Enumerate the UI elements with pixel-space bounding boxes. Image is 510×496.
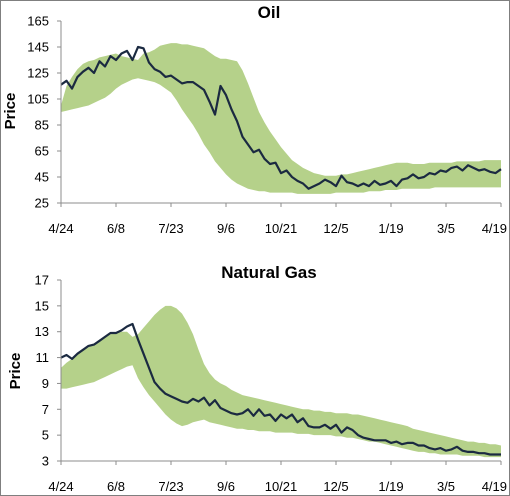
oil-x-tick-label: 4/24	[48, 221, 73, 236]
oil-y-tick-labels: 25 45 65 85 105 125 145 165	[27, 14, 61, 211]
oil-x-tick-label: 10/21	[265, 221, 298, 236]
natural-gas-x-tick-label: 12/5	[323, 479, 348, 494]
natural-gas-axes	[60, 280, 501, 462]
oil-x-tick-label: 6/8	[107, 221, 125, 236]
oil-y-tick-label: 145	[27, 40, 49, 55]
oil-x-tick-label: 4/19	[482, 221, 507, 236]
natural-gas-x-tick-label: 6/8	[107, 479, 125, 494]
natural-gas-range-band-layer	[61, 305, 501, 458]
oil-y-tick-label: 25	[35, 196, 49, 211]
natural-gas-y-tick-label: 3	[42, 454, 49, 469]
natural-gas-range-band	[61, 305, 501, 458]
natural-gas-x-tick-label: 4/24	[48, 479, 73, 494]
oil-range-band-layer	[61, 43, 501, 194]
natural-gas-y-tick-label: 5	[42, 428, 49, 443]
natural-gas-price-line	[60, 322, 501, 456]
oil-range-band	[61, 43, 501, 194]
natural-gas-y-tick-labels: 3 5 7 9 11 13 15 17	[35, 273, 61, 469]
oil-panel: Oil Price 25 45 65 85 105 125 145 165 4/24 6/8 7/…	[2, 3, 507, 236]
natural-gas-y-tick-label: 11	[36, 350, 50, 365]
natural-gas-chart-title: Natural Gas	[221, 263, 316, 282]
natural-gas-y-tick-label: 9	[42, 376, 49, 391]
natural-gas-panel: Natural Gas Price 3 5 7 9 11 13 15 17 4/24 6/8 7/…	[7, 263, 507, 494]
oil-x-tick-label: 3/5	[437, 221, 455, 236]
oil-price-line	[60, 45, 502, 190]
natural-gas-x-tick-labels: 4/24 6/8 7/23 9/6 10/21 12/5 1/19 3/5 4/19	[48, 461, 507, 494]
oil-y-tick-label: 85	[35, 118, 49, 133]
oil-y-tick-label: 45	[35, 170, 49, 185]
oil-price-line-layer	[60, 45, 502, 190]
oil-x-tick-label: 9/6	[217, 221, 235, 236]
oil-y-axis-label: Price	[2, 93, 19, 130]
oil-y-tick-label: 165	[27, 14, 49, 29]
oil-x-tick-label: 1/19	[378, 221, 403, 236]
natural-gas-x-tick-label: 4/19	[482, 479, 507, 494]
oil-chart-title: Oil	[258, 3, 281, 22]
oil-y-tick-label: 125	[27, 66, 49, 81]
natural-gas-x-tick-label: 3/5	[437, 479, 455, 494]
natural-gas-y-tick-label: 17	[35, 273, 49, 288]
natural-gas-x-tick-label: 9/6	[217, 479, 235, 494]
natural-gas-x-tick-label: 10/21	[265, 479, 298, 494]
natural-gas-y-tick-label: 13	[35, 324, 49, 339]
natural-gas-y-tick-label: 7	[42, 402, 49, 417]
natural-gas-y-axis-label: Price	[7, 353, 24, 390]
oil-y-tick-label: 65	[35, 144, 49, 159]
natural-gas-x-tick-label: 1/19	[378, 479, 403, 494]
natural-gas-price-line-layer	[60, 322, 501, 456]
oil-x-tick-labels: 4/24 6/8 7/23 9/6 10/21 12/5 1/19 3/5 4/19	[48, 203, 507, 236]
natural-gas-x-tick-label: 7/23	[158, 479, 183, 494]
natural-gas-y-tick-label: 15	[35, 298, 49, 313]
oil-x-tick-label: 7/23	[158, 221, 183, 236]
oil-y-tick-label: 105	[27, 92, 49, 107]
oil-x-tick-label: 12/5	[323, 221, 348, 236]
